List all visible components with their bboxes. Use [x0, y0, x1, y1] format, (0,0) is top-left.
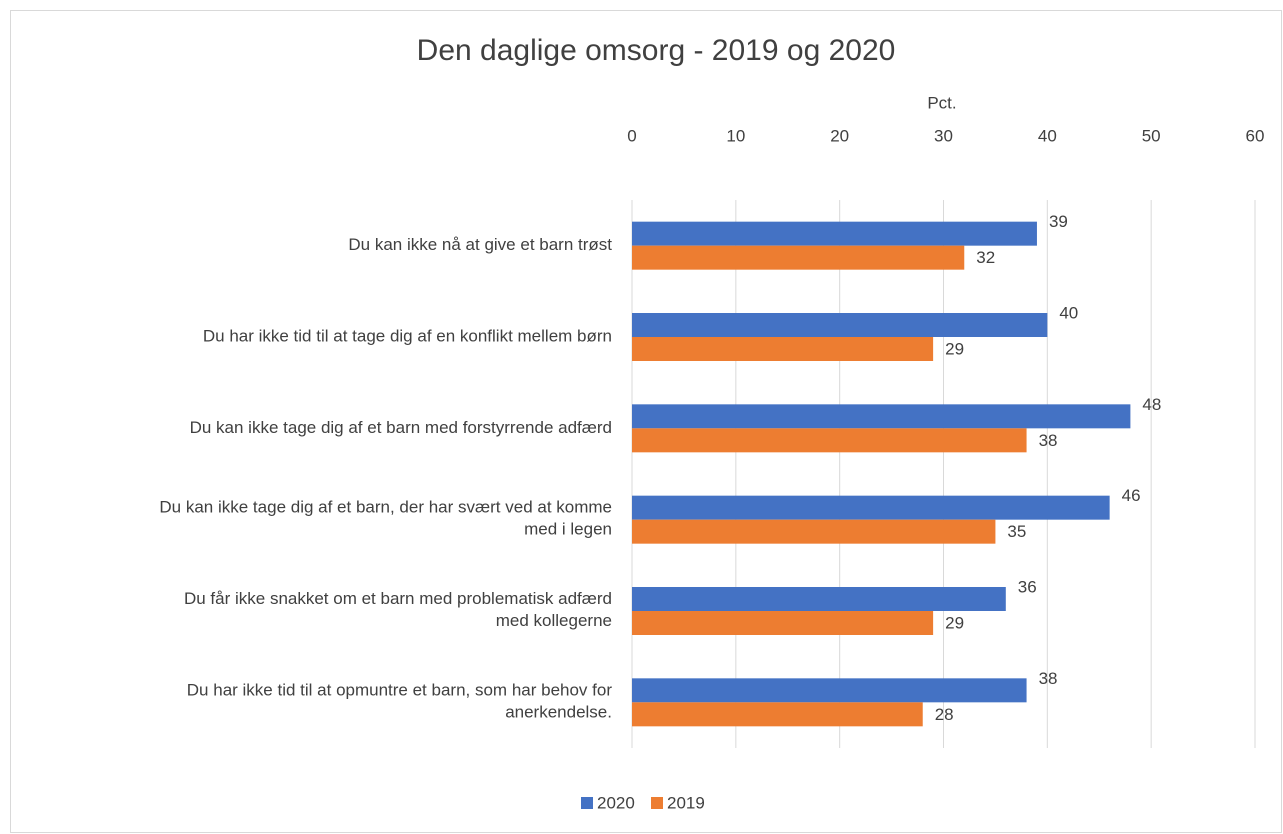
value-label: 38 [1039, 431, 1058, 450]
value-label: 40 [1059, 303, 1078, 322]
value-label: 38 [1039, 669, 1058, 688]
x-tick-label: 30 [934, 126, 953, 145]
x-tick-label: 10 [726, 126, 745, 145]
y-tick-label: Du kan ikke nå at give et barn trøst [348, 235, 612, 254]
bar [632, 587, 1006, 611]
bar [632, 702, 923, 727]
legend-swatch [581, 797, 593, 809]
value-label: 32 [976, 248, 995, 267]
value-label: 28 [935, 705, 954, 724]
y-tick-label: Du kan ikke tage dig af et barn med fors… [190, 418, 612, 437]
value-label: 35 [1007, 522, 1026, 541]
value-label: 46 [1122, 486, 1141, 505]
bar [632, 404, 1131, 429]
legend-label: 2019 [667, 793, 705, 812]
x-tick-label: 50 [1142, 126, 1161, 145]
legend-label: 2020 [597, 793, 635, 812]
bar [632, 221, 1037, 246]
bar [632, 495, 1110, 520]
chart-title: Den daglige omsorg - 2019 og 2020 [417, 34, 896, 67]
legend-swatch [651, 797, 663, 809]
y-tick-label: Du har ikke tid til at tage dig af en ko… [203, 326, 612, 345]
x-tick-label: 60 [1246, 126, 1265, 145]
value-label: 29 [945, 339, 964, 358]
bar [632, 519, 996, 544]
value-label: 36 [1018, 577, 1037, 596]
value-label: 48 [1142, 395, 1161, 414]
bar [632, 245, 965, 270]
x-tick-label: 0 [627, 126, 636, 145]
bar [632, 678, 1027, 703]
bar [632, 428, 1027, 453]
y-tick-label: Du har ikke tid til at opmuntre et barn,… [187, 681, 613, 722]
y-tick-label: Du kan ikke tage dig af et barn, der har… [159, 498, 612, 539]
y-tick-label: Du får ikke snakket om et barn med probl… [184, 589, 612, 630]
bar [632, 337, 934, 361]
bar [632, 313, 1048, 337]
value-label: 29 [945, 613, 964, 632]
x-tick-label: 40 [1038, 126, 1057, 145]
x-axis-label: Pct. [927, 93, 956, 112]
value-label: 39 [1049, 212, 1068, 231]
x-tick-label: 20 [830, 126, 849, 145]
bar [632, 611, 934, 635]
